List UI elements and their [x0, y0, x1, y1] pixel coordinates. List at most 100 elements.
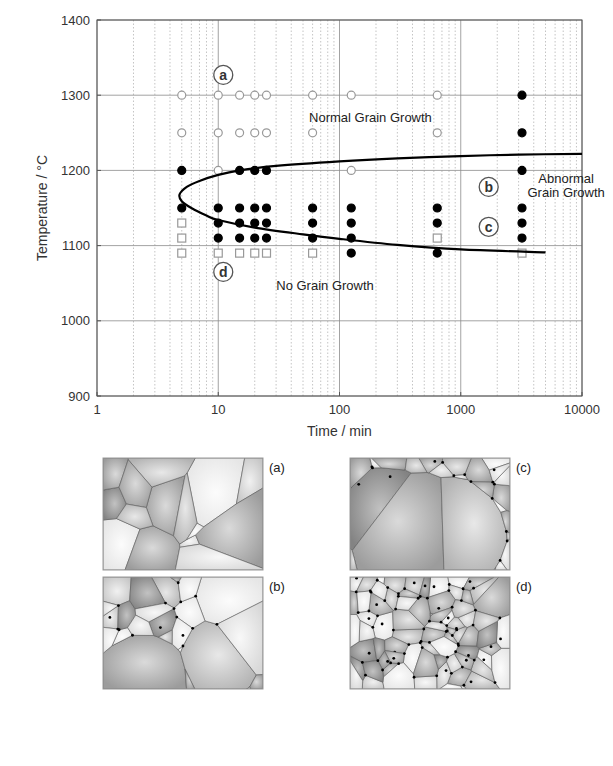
- particle: [505, 530, 508, 533]
- y-tick-label: 1200: [61, 163, 90, 178]
- particle: [424, 584, 427, 587]
- region-label-line: Grain Growth: [527, 185, 604, 200]
- minor-grid-line: [555, 20, 556, 396]
- y-tick: [97, 170, 101, 171]
- point: [214, 91, 222, 99]
- grid: [97, 20, 582, 396]
- particle: [446, 630, 449, 633]
- point: [178, 219, 186, 227]
- particle: [403, 652, 406, 655]
- region-label-line: Abnormal: [538, 171, 594, 186]
- point: [236, 249, 244, 257]
- particle: [445, 624, 448, 627]
- grain: [350, 548, 357, 570]
- minor-grid-line: [169, 20, 170, 396]
- grain: [470, 577, 499, 604]
- grain: [128, 615, 154, 635]
- point: [309, 219, 317, 227]
- particle: [386, 660, 389, 663]
- region-label: AbnormalGrain Growth: [527, 171, 604, 200]
- particle: [381, 623, 384, 626]
- grain: [454, 652, 474, 670]
- particle: [386, 586, 389, 589]
- particle: [498, 617, 501, 620]
- point: [433, 219, 441, 227]
- point: [518, 249, 526, 257]
- point: [518, 219, 526, 227]
- grain: [383, 663, 415, 690]
- particle: [494, 681, 497, 684]
- grain: [413, 648, 438, 678]
- particle: [357, 483, 360, 486]
- minor-grid-line: [276, 20, 277, 396]
- micrograph: (b): [103, 577, 285, 689]
- label-circle: [479, 177, 498, 196]
- particle: [108, 616, 111, 619]
- particle: [467, 654, 470, 657]
- particle: [462, 684, 465, 687]
- point: [178, 129, 186, 137]
- grains: [103, 577, 263, 689]
- particle: [462, 588, 465, 591]
- y-axis-title: Temperature / °C: [34, 155, 50, 261]
- grain: [250, 675, 263, 689]
- minor-grid-line: [375, 20, 376, 396]
- point: [347, 166, 355, 174]
- minor-grid-line: [570, 20, 571, 396]
- y-grid-line: [97, 170, 582, 171]
- particle: [397, 592, 400, 595]
- point: [178, 91, 186, 99]
- particle: [182, 634, 185, 637]
- grain: [405, 458, 427, 473]
- grain: [362, 661, 383, 683]
- grains: [350, 458, 510, 570]
- point: [263, 249, 271, 257]
- minor-grid-line: [497, 20, 498, 396]
- figure: 90010001100120013001400110100100010000Ti…: [0, 0, 613, 766]
- point: [236, 129, 244, 137]
- grain: [419, 577, 430, 598]
- y-tick: [97, 95, 101, 96]
- data-layer: [178, 91, 582, 257]
- y-tick: [97, 245, 101, 246]
- micrograph: (a): [103, 458, 285, 570]
- minor-grid-line: [133, 20, 134, 396]
- point: [309, 249, 317, 257]
- region-label: Normal Grain Growth: [309, 110, 432, 125]
- point: [518, 234, 526, 242]
- point: [433, 91, 441, 99]
- particle: [451, 606, 454, 609]
- plot-frame: [97, 20, 582, 396]
- particle: [383, 599, 386, 602]
- particle: [426, 597, 429, 600]
- particle: [131, 634, 134, 637]
- grain: [441, 610, 454, 625]
- particle: [454, 650, 457, 653]
- point: [251, 204, 259, 212]
- point: [236, 234, 244, 242]
- particle: [364, 674, 367, 677]
- particle: [474, 609, 477, 612]
- particle: [216, 623, 219, 626]
- plot-area: [97, 20, 582, 396]
- point: [251, 234, 259, 242]
- y-tick: [97, 20, 101, 21]
- boundary-line: [179, 154, 582, 253]
- minor-grid-line: [291, 20, 292, 396]
- particle: [422, 628, 425, 631]
- particle: [428, 620, 431, 623]
- particle: [371, 626, 374, 629]
- y-tick: [97, 396, 101, 397]
- particle: [433, 460, 436, 463]
- point: [309, 204, 317, 212]
- particle: [470, 480, 473, 483]
- particle: [403, 587, 406, 590]
- circled-label: a: [219, 67, 227, 83]
- particle: [491, 497, 494, 500]
- point: [236, 204, 244, 212]
- particle: [367, 610, 370, 613]
- particle: [441, 461, 444, 464]
- minor-grid-line: [154, 20, 155, 396]
- particle: [369, 589, 372, 592]
- grain: [440, 684, 463, 689]
